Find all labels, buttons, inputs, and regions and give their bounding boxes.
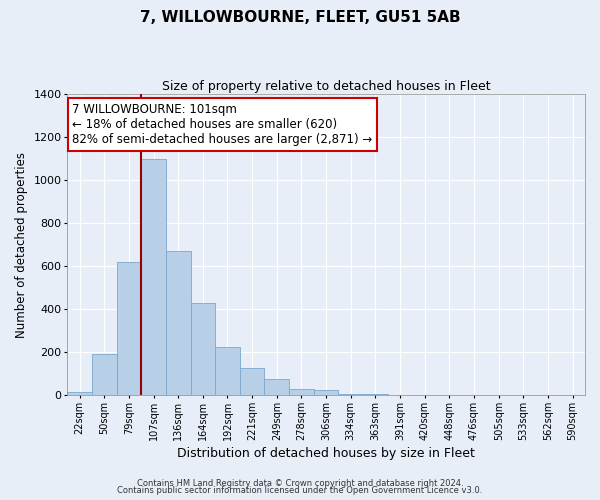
Bar (240, 368, 265, 395)
Bar (338, 394, 363, 395)
Text: Contains public sector information licensed under the Open Government Licence v3: Contains public sector information licen… (118, 486, 482, 495)
Bar (191, 302, 215, 395)
X-axis label: Distribution of detached houses by size in Fleet: Distribution of detached houses by size … (177, 447, 475, 460)
Bar (141, 158, 166, 395)
Bar (166, 251, 191, 395)
Bar (289, 388, 314, 395)
Text: Contains HM Land Registry data © Crown copyright and database right 2024.: Contains HM Land Registry data © Crown c… (137, 478, 463, 488)
Text: 7 WILLOWBOURNE: 101sqm
← 18% of detached houses are smaller (620)
82% of semi-de: 7 WILLOWBOURNE: 101sqm ← 18% of detached… (73, 103, 373, 146)
Bar (92, 354, 116, 395)
Bar (67, 392, 92, 395)
Title: Size of property relative to detached houses in Fleet: Size of property relative to detached ho… (162, 80, 490, 93)
Text: 7, WILLOWBOURNE, FLEET, GU51 5AB: 7, WILLOWBOURNE, FLEET, GU51 5AB (140, 10, 460, 25)
Bar (265, 379, 289, 395)
Bar (116, 262, 141, 395)
Bar (363, 394, 388, 395)
Bar (215, 347, 240, 395)
Bar (314, 390, 338, 395)
Y-axis label: Number of detached properties: Number of detached properties (15, 152, 28, 338)
